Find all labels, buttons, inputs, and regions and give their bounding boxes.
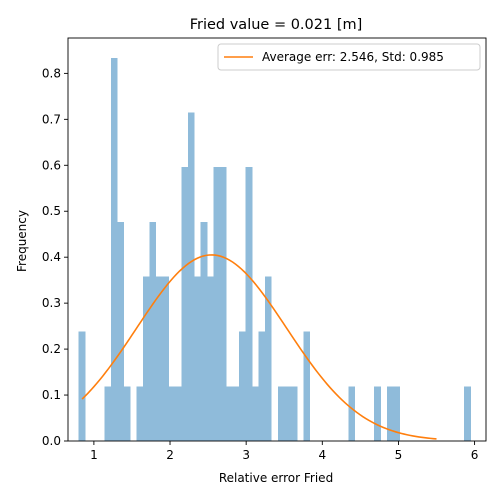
histogram-bar (104, 386, 112, 441)
chart-title: Fried value = 0.021 [m] (190, 17, 363, 33)
y-axis-title: Frequency (15, 210, 29, 272)
histogram-bar (194, 276, 202, 441)
histogram-bar (117, 221, 124, 441)
histogram-bar (142, 276, 150, 441)
histogram-bar (78, 331, 86, 441)
histogram-bar (175, 386, 182, 441)
y-tick-label: 0.5 (42, 204, 61, 218)
y-tick-label: 0.6 (42, 158, 61, 172)
histogram-bar (264, 276, 272, 441)
histogram-bar (162, 276, 169, 441)
histogram-bar (348, 386, 356, 441)
histogram-bar (123, 386, 131, 441)
x-tick-label: 2 (166, 448, 174, 462)
histogram-bar (232, 386, 240, 441)
y-tick-label: 0.2 (42, 342, 61, 356)
histogram-bar (258, 331, 266, 441)
histogram-bar (200, 221, 208, 441)
histogram-bar (149, 221, 157, 441)
histogram-bar (290, 386, 298, 441)
histogram-bar (213, 167, 221, 441)
y-tick-label: 0.3 (42, 296, 61, 310)
x-tick-label: 5 (395, 448, 403, 462)
fit-curve-layer (81, 254, 437, 440)
axes: 1 2 3 4 5 6 0.0 0.1 0.2 0.3 0.4 0.5 0.6 0.7 0.8 (42, 37, 487, 462)
legend-box (217, 43, 481, 71)
histogram-bar (219, 167, 227, 441)
x-tick-label: 1 (90, 448, 98, 462)
y-tick-label: 0.7 (42, 112, 61, 126)
legend-label: Average err: 2.546, Std: 0.985 (262, 50, 444, 64)
legend: Average err: 2.546, Std: 0.985 (217, 43, 481, 71)
histogram-bar (374, 386, 381, 441)
histogram-bar (386, 386, 394, 441)
x-axis-title: Relative error Fried (219, 471, 333, 485)
histogram-bars (78, 57, 471, 441)
histogram-bar (207, 276, 214, 441)
histogram-bar (181, 167, 189, 441)
histogram-bar (110, 57, 118, 441)
histogram-bar (155, 276, 163, 441)
histogram-bar (277, 386, 285, 441)
x-tick-label: 4 (318, 448, 326, 462)
histogram-bar (303, 331, 311, 441)
histogram-bar (187, 112, 195, 441)
y-tick-label: 0.0 (42, 434, 61, 448)
y-tick-label: 0.8 (42, 66, 61, 80)
histogram-bar (252, 386, 259, 441)
histogram-bar (245, 167, 253, 441)
x-tick-label: 3 (242, 448, 250, 462)
normal-fit-line (81, 254, 437, 440)
histogram-bar (136, 386, 144, 441)
y-tick-label: 0.4 (42, 250, 61, 264)
histogram-bar (464, 386, 471, 441)
histogram-bar (393, 386, 401, 441)
histogram-bar (239, 331, 246, 441)
plot-frame (67, 37, 487, 442)
y-tick-label: 0.1 (42, 388, 61, 402)
histogram-bar (226, 386, 234, 441)
histogram-bar (168, 386, 176, 441)
histogram-bar (284, 386, 291, 441)
x-tick-label: 6 (471, 448, 479, 462)
